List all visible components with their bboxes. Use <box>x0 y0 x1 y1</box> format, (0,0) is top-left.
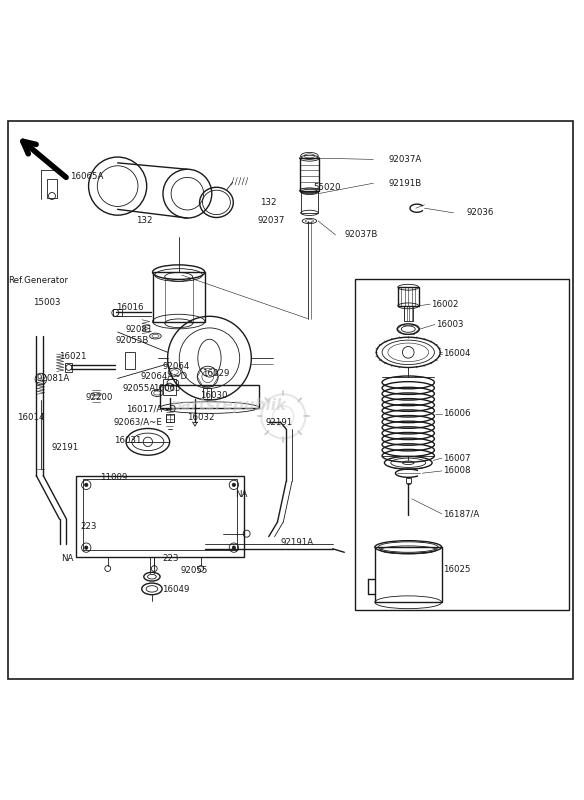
Circle shape <box>232 483 235 486</box>
Text: NA: NA <box>61 554 73 562</box>
Text: 92037B: 92037B <box>345 230 378 239</box>
Text: 223: 223 <box>162 554 179 562</box>
Text: 92191: 92191 <box>266 418 293 426</box>
Bar <box>203 388 211 399</box>
Text: 92081A: 92081A <box>36 374 69 383</box>
Bar <box>300 158 319 190</box>
Text: 15003: 15003 <box>33 298 61 307</box>
Bar <box>113 310 121 316</box>
Text: 16014: 16014 <box>17 413 44 422</box>
Text: Ref.Generator: Ref.Generator <box>8 276 68 285</box>
Text: NA: NA <box>235 490 248 498</box>
Text: 92055B: 92055B <box>115 336 149 346</box>
Bar <box>76 475 244 557</box>
Text: 11009: 11009 <box>100 473 127 482</box>
Text: 16065A: 16065A <box>69 172 103 181</box>
Text: 92200: 92200 <box>86 393 113 402</box>
Text: 16004: 16004 <box>443 349 471 358</box>
Bar <box>160 386 259 407</box>
Circle shape <box>232 546 235 550</box>
Bar <box>47 179 57 198</box>
Bar <box>301 192 318 213</box>
Text: 92191: 92191 <box>51 443 79 452</box>
Text: 16008: 16008 <box>443 466 471 475</box>
Text: 16029: 16029 <box>203 369 230 378</box>
Text: 92191A: 92191A <box>280 538 314 547</box>
Text: 16065: 16065 <box>153 384 180 393</box>
Text: partsrepublik: partsrepublik <box>170 398 286 414</box>
Text: 16049: 16049 <box>162 585 190 594</box>
Text: 92055A: 92055A <box>122 384 155 393</box>
Text: 92191B: 92191B <box>388 178 422 188</box>
Bar <box>375 547 442 602</box>
Text: 16032: 16032 <box>187 413 214 422</box>
Text: 92064: 92064 <box>163 362 190 371</box>
Bar <box>83 479 237 550</box>
Text: 16007: 16007 <box>443 454 471 462</box>
Text: 92081: 92081 <box>125 325 152 334</box>
Text: 92055: 92055 <box>180 566 208 575</box>
Bar <box>124 352 135 369</box>
Text: 92037: 92037 <box>257 217 284 226</box>
Bar <box>404 306 413 321</box>
Circle shape <box>85 546 88 550</box>
Text: 16187/A: 16187/A <box>443 510 479 518</box>
Text: 16003: 16003 <box>436 320 464 329</box>
Bar <box>406 478 411 482</box>
Bar <box>166 414 174 422</box>
Text: 16030: 16030 <box>200 391 228 401</box>
Text: 16021: 16021 <box>60 352 87 361</box>
Bar <box>152 272 205 322</box>
Text: 16017/A~D: 16017/A~D <box>126 405 176 414</box>
Bar <box>163 379 176 395</box>
Text: 16006: 16006 <box>443 410 471 418</box>
Text: 16031: 16031 <box>114 436 142 445</box>
Circle shape <box>85 483 88 486</box>
Text: 92037A: 92037A <box>388 155 422 164</box>
Text: 16002: 16002 <box>432 299 459 309</box>
Text: 132: 132 <box>260 198 277 207</box>
Text: 92063/A~E: 92063/A~E <box>113 417 162 426</box>
Text: 132: 132 <box>135 217 152 226</box>
Bar <box>65 363 72 371</box>
Bar <box>398 287 419 306</box>
Bar <box>354 279 569 610</box>
Text: 16025: 16025 <box>443 566 471 574</box>
Text: 55020: 55020 <box>313 183 340 192</box>
Text: 92036: 92036 <box>467 208 493 218</box>
Text: 16016: 16016 <box>116 303 144 312</box>
Text: 92064A~D: 92064A~D <box>141 372 188 382</box>
Text: 223: 223 <box>81 522 97 531</box>
